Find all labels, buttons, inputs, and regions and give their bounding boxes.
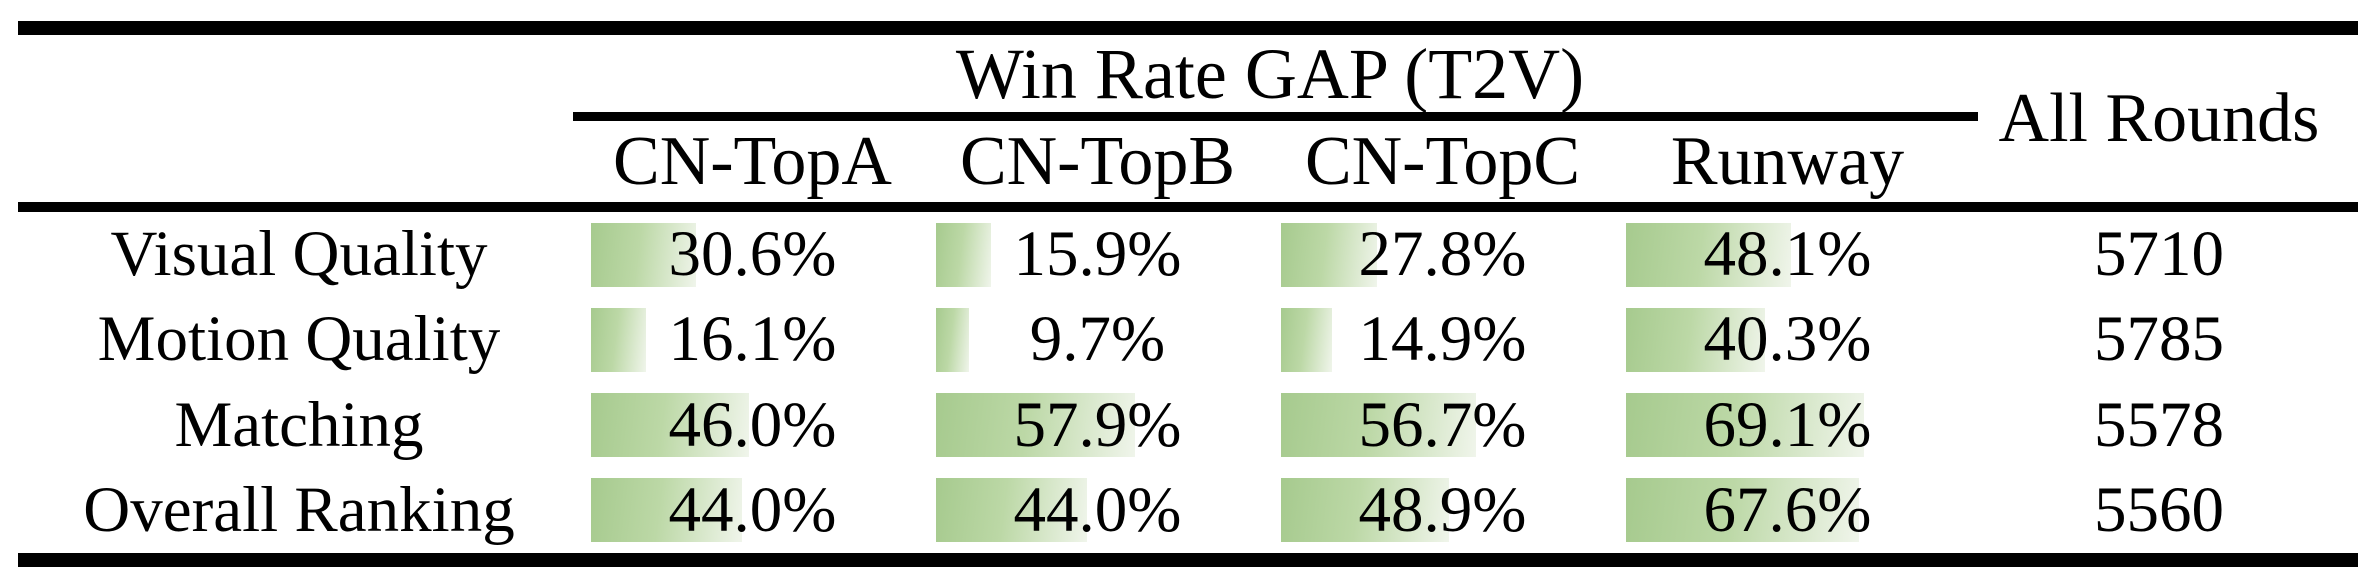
all-rounds-value: 5710 [2094, 218, 2224, 291]
column-headers: CN-TopA CN-TopB CN-TopC Runway [580, 121, 1960, 202]
win-rate-cell: 27.8% [1270, 212, 1615, 297]
win-rate-cell: 67.6% [1615, 468, 1960, 553]
win-rate-cell: 48.1% [1615, 212, 1960, 297]
win-rate-value: 67.6% [1703, 473, 1872, 546]
column-header-cn-topb: CN-TopB [959, 122, 1236, 200]
table-row-matching: Matching 46.0% 57.9% 56.7% 69.1% 5578 [18, 383, 2358, 468]
table-row-overall-ranking: Overall Ranking 44.0% 44.0% 48.9% 67.6% … [18, 468, 2358, 553]
win-rate-bar [936, 478, 1088, 543]
header-label-spacer [18, 35, 580, 202]
win-rate-bar [591, 478, 743, 543]
results-table: Win Rate GAP (T2V) CN-TopA CN-TopB CN-To… [18, 0, 2358, 567]
all-rounds-value: 5785 [2094, 303, 2224, 376]
table-header: Win Rate GAP (T2V) CN-TopA CN-TopB CN-To… [18, 35, 2358, 202]
column-header-cn-topa: CN-TopA [613, 122, 892, 200]
win-rate-cell: 30.6% [580, 212, 925, 297]
win-rate-value: 48.9% [1358, 473, 1527, 546]
win-rate-value: 27.8% [1358, 218, 1527, 291]
column-header-all-rounds: All Rounds [1998, 79, 2320, 157]
win-rate-value: 69.1% [1703, 388, 1872, 461]
win-rate-bar [1626, 222, 1792, 287]
table-top-rule [18, 21, 2358, 35]
win-rate-bar [1626, 307, 1765, 372]
win-rate-cell: 56.7% [1270, 383, 1615, 468]
row-label: Overall Ranking [83, 473, 515, 546]
win-rate-cell: 57.9% [925, 383, 1270, 468]
win-rate-bar [1626, 393, 1864, 458]
win-rate-value: 9.7% [1029, 303, 1166, 376]
win-rate-bar [1281, 307, 1333, 372]
win-rate-value: 40.3% [1703, 303, 1872, 376]
win-rate-value: 57.9% [1013, 388, 1182, 461]
win-rate-value: 16.1% [668, 303, 837, 376]
win-rate-cell: 40.3% [1615, 297, 1960, 382]
win-rate-bar [591, 393, 750, 458]
column-header-runway: Runway [1670, 122, 1905, 200]
row-label: Matching [174, 388, 424, 461]
win-rate-cell: 15.9% [925, 212, 1270, 297]
win-rate-cell: 69.1% [1615, 383, 1960, 468]
win-rate-cell: 44.0% [580, 468, 925, 553]
win-rate-bar [1626, 478, 1859, 543]
win-rate-cell: 9.7% [925, 297, 1270, 382]
win-rate-bar [1281, 222, 1377, 287]
win-rate-cell: 16.1% [580, 297, 925, 382]
win-rate-value: 46.0% [668, 388, 837, 461]
win-rate-value: 44.0% [1013, 473, 1182, 546]
row-label: Visual Quality [110, 218, 488, 291]
win-rate-bar [591, 307, 647, 372]
all-rounds-value: 5578 [2094, 388, 2224, 461]
win-rate-value: 14.9% [1358, 303, 1527, 376]
all-rounds-value: 5560 [2094, 473, 2224, 546]
win-rate-value: 48.1% [1703, 218, 1872, 291]
table-row-motion-quality: Motion Quality 16.1% 9.7% 14.9% 40.3% 57… [18, 297, 2358, 382]
header-bottom-rule [18, 202, 2358, 212]
win-rate-group: Win Rate GAP (T2V) CN-TopA CN-TopB CN-To… [573, 33, 1978, 202]
win-rate-cell: 46.0% [580, 383, 925, 468]
win-rate-bar [1281, 478, 1450, 543]
group-header-underline [573, 112, 1978, 121]
column-header-cn-topc: CN-TopC [1304, 122, 1581, 200]
win-rate-bar [936, 393, 1136, 458]
win-rate-bar [936, 307, 970, 372]
win-rate-bar [936, 222, 991, 287]
row-label: Motion Quality [97, 303, 501, 376]
table-row-visual-quality: Visual Quality 30.6% 15.9% 27.8% 48.1% 5… [18, 212, 2358, 297]
win-rate-value: 56.7% [1358, 388, 1527, 461]
win-rate-value: 44.0% [668, 473, 837, 546]
win-rate-bar [1281, 393, 1477, 458]
win-rate-cell: 14.9% [1270, 297, 1615, 382]
win-rate-cell: 48.9% [1270, 468, 1615, 553]
win-rate-value: 30.6% [668, 218, 837, 291]
table-bottom-rule [18, 553, 2358, 567]
win-rate-cell: 44.0% [925, 468, 1270, 553]
win-rate-bar [591, 222, 697, 287]
win-rate-value: 15.9% [1013, 218, 1182, 291]
group-header-title: Win Rate GAP (T2V) [955, 33, 1585, 114]
